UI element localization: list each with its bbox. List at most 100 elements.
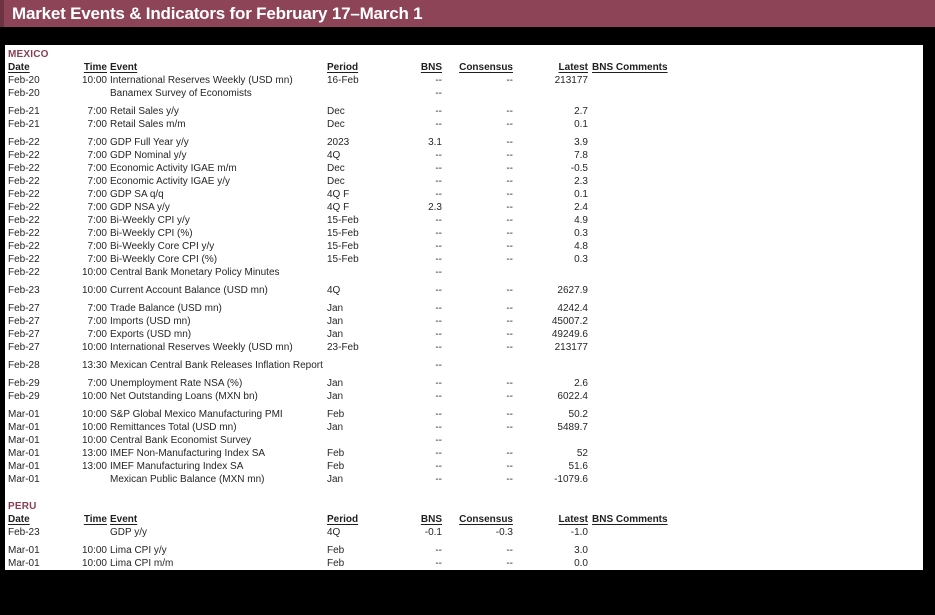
event-time: 10:00 bbox=[81, 409, 107, 420]
event-name: Imports (USD mn) bbox=[110, 316, 191, 327]
col-header-date: Date bbox=[8, 62, 30, 73]
country-section: PERU Date Time Event Period BNS Consensu… bbox=[5, 500, 923, 570]
event-name: Current Account Balance (USD mn) bbox=[110, 285, 268, 296]
event-consensus: -- bbox=[506, 474, 513, 485]
event-period: 23-Feb bbox=[327, 342, 359, 353]
event-consensus: -- bbox=[506, 119, 513, 130]
event-name: IMEF Manufacturing Index SA bbox=[110, 461, 244, 472]
event-comments bbox=[588, 201, 923, 214]
event-date: Feb-21 bbox=[8, 119, 40, 130]
col-header-bns-comments: BNS Comments bbox=[592, 514, 668, 525]
event-row: Feb-20 10:00 International Reserves Week… bbox=[5, 74, 923, 87]
event-latest: 0.3 bbox=[574, 228, 588, 239]
event-latest: -1079.6 bbox=[554, 474, 588, 485]
event-bns: -- bbox=[435, 303, 442, 314]
event-consensus: -- bbox=[506, 378, 513, 389]
col-header-bns: BNS bbox=[420, 62, 442, 73]
col-header-latest: Latest bbox=[558, 514, 588, 525]
event-date: Feb-29 bbox=[8, 391, 40, 402]
event-time: 7:00 bbox=[87, 119, 107, 130]
event-consensus bbox=[442, 359, 513, 372]
event-period: Jan bbox=[327, 474, 344, 485]
event-comments bbox=[588, 149, 923, 162]
event-comments bbox=[588, 105, 923, 118]
event-bns: -- bbox=[435, 215, 442, 226]
event-name: Lima CPI m/m bbox=[110, 558, 174, 569]
event-consensus: -- bbox=[506, 254, 513, 265]
event-time: 10:00 bbox=[81, 391, 107, 402]
col-header-time: Time bbox=[83, 514, 107, 525]
event-row: Feb-28 13:30 Mexican Central Bank Releas… bbox=[5, 359, 923, 372]
event-name: Retail Sales y/y bbox=[110, 106, 179, 117]
event-period: Dec bbox=[327, 106, 345, 117]
event-date: Feb-22 bbox=[8, 254, 40, 265]
event-bns: -- bbox=[435, 254, 442, 265]
event-date: Mar-01 bbox=[8, 409, 40, 420]
event-name: S&P Global Mexico Manufacturing PMI bbox=[110, 409, 283, 420]
event-row: Feb-22 7:00 Economic Activity IGAE m/m D… bbox=[5, 162, 923, 175]
event-bns: 2.3 bbox=[428, 202, 442, 213]
event-time: 10:00 bbox=[81, 435, 107, 446]
event-latest: 7.8 bbox=[574, 150, 588, 161]
event-bns: -- bbox=[435, 163, 442, 174]
event-time bbox=[75, 526, 107, 539]
event-comments bbox=[588, 557, 923, 570]
col-header-period: Period bbox=[327, 62, 359, 73]
event-date: Mar-01 bbox=[8, 435, 40, 446]
event-consensus: -- bbox=[506, 75, 513, 86]
table-header-row: Date Time Event Period BNS Consensus Lat… bbox=[5, 61, 923, 74]
event-bns: -- bbox=[435, 150, 442, 161]
event-date: Feb-27 bbox=[8, 316, 40, 327]
event-row: Feb-27 10:00 International Reserves Week… bbox=[5, 341, 923, 354]
event-consensus: -- bbox=[506, 189, 513, 200]
event-date: Feb-22 bbox=[8, 163, 40, 174]
event-latest: 213177 bbox=[554, 342, 588, 353]
event-bns: -- bbox=[435, 267, 442, 278]
event-time: 10:00 bbox=[81, 558, 107, 569]
event-bns: -0.1 bbox=[424, 527, 442, 538]
event-name: Unemployment Rate NSA (%) bbox=[110, 378, 243, 389]
event-date: Feb-28 bbox=[8, 360, 40, 371]
country-label: MEXICO bbox=[8, 49, 49, 60]
event-name: GDP y/y bbox=[110, 527, 148, 538]
event-comments bbox=[588, 266, 923, 279]
event-latest bbox=[513, 359, 588, 372]
event-latest bbox=[513, 87, 588, 100]
event-latest: 0.0 bbox=[574, 558, 588, 569]
event-time: 10:00 bbox=[81, 422, 107, 433]
event-date: Feb-27 bbox=[8, 303, 40, 314]
event-time: 7:00 bbox=[87, 241, 107, 252]
event-time: 13:00 bbox=[81, 461, 107, 472]
event-latest: -1.0 bbox=[570, 527, 588, 538]
event-name: Bi-Weekly CPI (%) bbox=[110, 228, 193, 239]
event-period: 15-Feb bbox=[327, 241, 359, 252]
col-header-event: Event bbox=[110, 514, 138, 525]
event-latest: 0.1 bbox=[574, 119, 588, 130]
event-consensus: -- bbox=[506, 545, 513, 556]
event-bns: -- bbox=[435, 106, 442, 117]
event-consensus: -- bbox=[506, 316, 513, 327]
event-name: Mexican Public Balance (MXN mn) bbox=[110, 474, 265, 485]
event-name: Bi-Weekly Core CPI (%) bbox=[110, 254, 218, 265]
event-row: Feb-22 7:00 Economic Activity IGAE y/y D… bbox=[5, 175, 923, 188]
event-period: 4Q bbox=[327, 285, 341, 296]
event-row: Mar-01 13:00 IMEF Manufacturing Index SA… bbox=[5, 460, 923, 473]
event-latest bbox=[513, 266, 588, 279]
event-period: 4Q F bbox=[327, 189, 350, 200]
event-date: Feb-22 bbox=[8, 202, 40, 213]
event-row: Feb-29 7:00 Unemployment Rate NSA (%) Ja… bbox=[5, 377, 923, 390]
event-date: Mar-01 bbox=[8, 558, 40, 569]
event-row: Feb-22 7:00 Bi-Weekly CPI y/y 15-Feb -- … bbox=[5, 214, 923, 227]
event-name: Lima CPI y/y bbox=[110, 545, 167, 556]
event-time: 10:00 bbox=[81, 545, 107, 556]
event-consensus: -- bbox=[506, 409, 513, 420]
event-row: Mar-01 10:00 Central Bank Economist Surv… bbox=[5, 434, 923, 447]
event-latest: 0.3 bbox=[574, 254, 588, 265]
event-latest bbox=[513, 434, 588, 447]
event-latest: 5489.7 bbox=[557, 422, 588, 433]
event-name: Retail Sales m/m bbox=[110, 119, 186, 130]
event-name: Central Bank Monetary Policy Minutes bbox=[110, 267, 280, 278]
event-latest: 51.6 bbox=[568, 461, 588, 472]
table-header-row: Date Time Event Period BNS Consensus Lat… bbox=[5, 513, 923, 526]
event-period: 4Q F bbox=[327, 202, 350, 213]
